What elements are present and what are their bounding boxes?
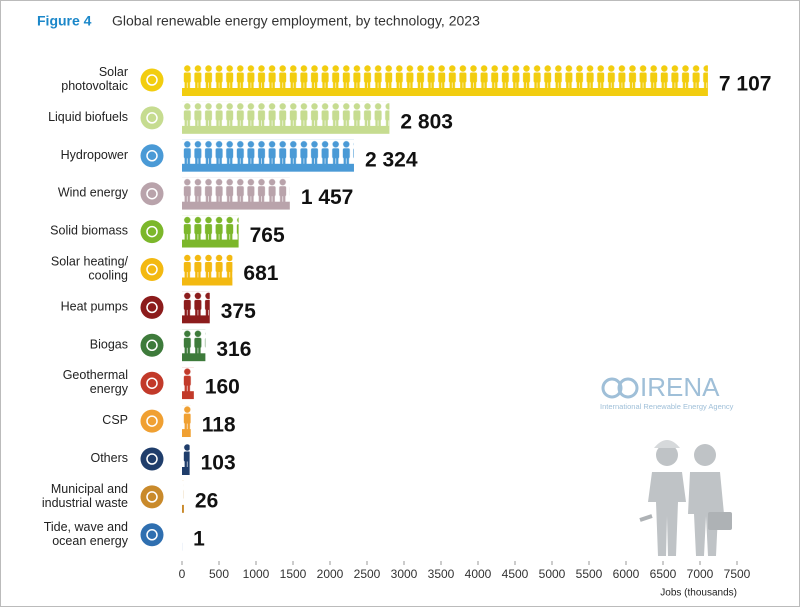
value-label: 2 324 bbox=[365, 148, 418, 171]
category-icon bbox=[140, 182, 164, 206]
bar bbox=[182, 215, 239, 248]
category-icon-glyph bbox=[146, 529, 158, 541]
category-label: Biogas bbox=[90, 338, 128, 352]
value-label: 7 107 bbox=[719, 73, 772, 96]
category-icon bbox=[140, 409, 164, 433]
category-icon bbox=[140, 106, 164, 130]
value-label: 681 bbox=[243, 262, 278, 285]
bar bbox=[182, 177, 290, 210]
category-label: Solar heating/cooling bbox=[51, 255, 129, 283]
logo-name: IRENA bbox=[640, 372, 720, 402]
bar bbox=[182, 101, 390, 134]
category-icon bbox=[140, 333, 164, 357]
value-label: 316 bbox=[216, 338, 251, 361]
workers-illustration bbox=[639, 440, 732, 556]
logo-subtitle: International Renewable Energy Agency bbox=[600, 402, 734, 411]
x-tick-label: 0 bbox=[179, 567, 186, 581]
category-label: Hydropower bbox=[61, 148, 128, 162]
logo: IRENA International Renewable Energy Age… bbox=[600, 372, 734, 411]
x-tick-label: 7500 bbox=[724, 567, 751, 581]
value-label: 160 bbox=[205, 376, 240, 399]
category-label: Municipal and industrial waste bbox=[42, 482, 128, 510]
bar bbox=[182, 139, 354, 172]
bar bbox=[182, 443, 190, 475]
category-label: Geothermal energy bbox=[63, 368, 129, 396]
category-icon bbox=[140, 68, 164, 92]
category-icon-glyph bbox=[146, 415, 158, 427]
x-tick-label: 6500 bbox=[650, 567, 677, 581]
category-icon-glyph bbox=[146, 453, 158, 465]
value-label: 765 bbox=[250, 224, 285, 247]
x-tick-label: 4000 bbox=[465, 567, 492, 581]
x-axis-label: Jobs (thousands) bbox=[660, 588, 737, 599]
category-icon bbox=[140, 523, 164, 547]
value-label: 26 bbox=[195, 489, 218, 512]
category-icon-glyph bbox=[146, 150, 158, 162]
category-icon bbox=[140, 144, 164, 168]
x-tick-label: 500 bbox=[209, 567, 229, 581]
x-tick-label: 3500 bbox=[428, 567, 455, 581]
bar bbox=[182, 480, 184, 513]
value-label: 2 803 bbox=[400, 110, 453, 133]
category-icon bbox=[140, 220, 164, 244]
category-icon-glyph bbox=[146, 339, 158, 352]
category-label: Tide, wave and ocean energy bbox=[44, 520, 129, 548]
x-tick-label: 7000 bbox=[687, 567, 714, 581]
bar bbox=[182, 329, 206, 362]
category-icon-glyph bbox=[146, 301, 158, 314]
bar bbox=[182, 367, 194, 400]
category-label: Solid biomass bbox=[50, 224, 128, 238]
category-label: Liquid biofuels bbox=[48, 110, 128, 124]
x-tick-label: 5000 bbox=[539, 567, 566, 581]
category-icon bbox=[140, 295, 164, 319]
category-label: Solar photovoltaic bbox=[61, 65, 128, 93]
chart-title: Global renewable energy employment, by t… bbox=[112, 13, 480, 29]
value-label: 103 bbox=[201, 452, 236, 475]
category-icon-glyph bbox=[146, 491, 158, 503]
category-label: CSP bbox=[102, 413, 128, 427]
x-tick-label: 1500 bbox=[280, 567, 307, 581]
figure-label: Figure 4 bbox=[37, 13, 92, 29]
category-label: Wind energy bbox=[58, 186, 129, 200]
category-icon-glyph bbox=[146, 112, 158, 124]
value-label: 375 bbox=[221, 300, 256, 323]
bar bbox=[182, 291, 210, 324]
category-label: Heat pumps bbox=[61, 300, 128, 314]
category-label: Others bbox=[90, 451, 128, 465]
x-tick-label: 4500 bbox=[502, 567, 529, 581]
category-icon-glyph bbox=[146, 187, 158, 200]
x-tick-label: 2000 bbox=[317, 567, 344, 581]
category-icon bbox=[140, 447, 164, 471]
x-tick-label: 2500 bbox=[354, 567, 381, 581]
category-icon bbox=[140, 258, 164, 281]
bar bbox=[182, 64, 708, 96]
category-icon-glyph bbox=[146, 377, 158, 389]
category-icon bbox=[140, 485, 164, 509]
category-icon-glyph bbox=[146, 225, 158, 238]
category-icon-glyph bbox=[146, 263, 158, 276]
x-tick-label: 1000 bbox=[243, 567, 270, 581]
value-label: 1 457 bbox=[301, 186, 354, 209]
category-icon-glyph bbox=[146, 74, 158, 86]
category-icon bbox=[140, 371, 164, 395]
x-tick-label: 3000 bbox=[391, 567, 418, 581]
x-tick-label: 5500 bbox=[576, 567, 603, 581]
value-label: 118 bbox=[202, 414, 236, 437]
value-label: 1 bbox=[193, 527, 205, 550]
bar bbox=[182, 253, 233, 286]
x-tick-label: 6000 bbox=[613, 567, 640, 581]
bar bbox=[182, 405, 191, 438]
